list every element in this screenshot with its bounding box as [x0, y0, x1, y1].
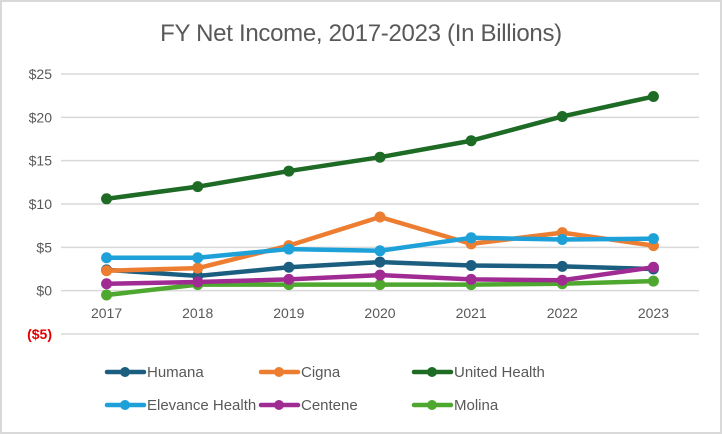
legend-item: Cigna — [258, 364, 341, 381]
y-tick-label: $10 — [29, 196, 53, 212]
data-point — [101, 193, 113, 205]
legend-marker-icon — [120, 367, 130, 377]
legend-marker-icon — [120, 400, 130, 410]
data-point — [374, 211, 386, 223]
series-united-health — [101, 91, 659, 205]
y-axis-ticks: $25 $20 $15 $10 $5 $0 ($5) — [27, 66, 52, 342]
data-point — [374, 279, 386, 291]
legend-item: Centene — [258, 397, 358, 414]
series-line — [104, 94, 656, 202]
data-point — [192, 276, 204, 288]
x-tick-label: 2021 — [456, 305, 487, 321]
legend-item: Elevance Health — [104, 397, 256, 414]
data-point — [556, 234, 568, 246]
x-tick-label: 2020 — [364, 305, 395, 321]
data-point — [374, 245, 386, 257]
legend-marker-icon — [274, 400, 284, 410]
data-point — [465, 273, 477, 285]
series-centene — [101, 261, 659, 290]
x-tick-label: 2023 — [638, 305, 669, 321]
data-point — [283, 165, 295, 177]
y-tick-label: $15 — [29, 153, 53, 169]
legend-item: Humana — [104, 364, 204, 381]
y-tick-label: $25 — [29, 66, 53, 82]
data-point — [192, 252, 204, 264]
legend-item: United Health — [411, 364, 545, 381]
data-point — [101, 265, 113, 277]
x-tick-label: 2019 — [273, 305, 304, 321]
series-group — [101, 91, 659, 301]
y-tick-label: $20 — [29, 109, 53, 125]
data-point — [283, 261, 295, 273]
legend-label: Centene — [301, 397, 358, 414]
data-point — [556, 260, 568, 272]
series-elevance-health — [101, 232, 659, 264]
legend-label: Humana — [147, 364, 204, 381]
data-point — [192, 181, 204, 193]
x-axis-ticks: 2017 2018 2019 2020 2021 2022 2023 — [91, 305, 669, 321]
data-point — [647, 261, 659, 273]
data-point — [101, 252, 113, 264]
data-point — [374, 269, 386, 281]
chart-title: FY Net Income, 2017-2023 (In Billions) — [160, 20, 562, 47]
data-point — [556, 274, 568, 286]
legend-label: Elevance Health — [147, 397, 256, 414]
legend-marker-icon — [427, 400, 437, 410]
legend: Humana Cigna United Health Elevance Health C… — [104, 364, 545, 414]
legend-label: Molina — [454, 397, 499, 414]
data-point — [283, 243, 295, 255]
data-point — [647, 275, 659, 287]
legend-label: United Health — [454, 364, 545, 381]
legend-marker-icon — [427, 367, 437, 377]
x-tick-label: 2022 — [547, 305, 578, 321]
gridlines — [61, 73, 699, 335]
data-point — [465, 135, 477, 147]
y-tick-label: ($5) — [27, 326, 52, 342]
data-point — [101, 289, 113, 301]
legend-label: Cigna — [301, 364, 341, 381]
legend-marker-icon — [274, 367, 284, 377]
data-point — [465, 260, 477, 272]
x-tick-label: 2018 — [182, 305, 213, 321]
data-point — [647, 233, 659, 245]
data-point — [374, 256, 386, 268]
data-point — [556, 110, 568, 122]
legend-item: Molina — [411, 397, 499, 414]
data-point — [192, 262, 204, 274]
data-point — [101, 278, 113, 290]
data-point — [374, 151, 386, 163]
data-point — [283, 273, 295, 285]
data-point — [465, 232, 477, 244]
data-point — [647, 91, 659, 103]
y-tick-label: $5 — [36, 239, 52, 255]
y-tick-label: $0 — [36, 283, 52, 299]
x-tick-label: 2017 — [91, 305, 122, 321]
